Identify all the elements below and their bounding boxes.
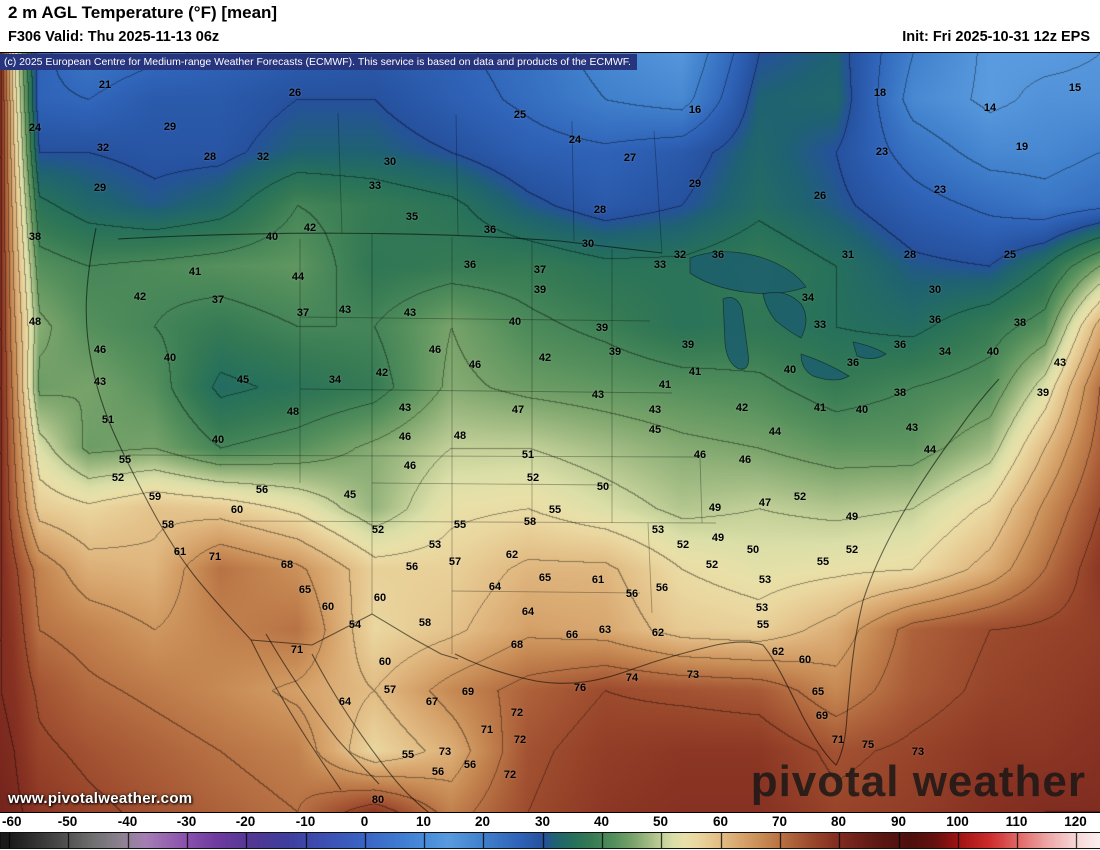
init-time-label: Init: Fri 2025-10-31 12z EPS — [902, 29, 1090, 45]
colorbar-tick-label: 10 — [415, 814, 432, 829]
colorbar-tick-label: -50 — [57, 814, 78, 829]
colorbar-tick-label: 0 — [360, 814, 369, 829]
colorbar-tick-label: -10 — [295, 814, 316, 829]
colorbar-tick-label: 40 — [593, 814, 610, 829]
brand-watermark: pivotal weather — [750, 757, 1086, 806]
colorbar-tick-label: 110 — [1005, 814, 1028, 829]
state-borders — [127, 112, 717, 654]
colorbar-tick-label: 30 — [534, 814, 551, 829]
colorbar-canvas — [1, 833, 1100, 848]
colorbar-tick-label: 90 — [890, 814, 907, 829]
temperature-field-canvas — [0, 53, 1100, 812]
colorbar-tick-label: 80 — [830, 814, 847, 829]
colorbar-tick-label: 50 — [652, 814, 669, 829]
colorbar-tick-label: -20 — [235, 814, 256, 829]
borders-overlay — [85, 112, 1000, 812]
coastlines — [85, 227, 1000, 812]
colorbar-tick-label: -40 — [117, 814, 138, 829]
colorbar-tick-label: 20 — [474, 814, 491, 829]
temperature-map: (c) 2025 European Centre for Medium-rang… — [0, 52, 1100, 813]
valid-time-label: F306 Valid: Thu 2025-11-13 06z — [8, 29, 220, 45]
colorbar-tick-label: 70 — [771, 814, 788, 829]
colorbar-tick-label: -60 — [2, 814, 22, 829]
colorbar-tick-label: 120 — [1064, 814, 1087, 829]
colorbar-tick-label: -30 — [176, 814, 197, 829]
colorbar-strip — [0, 832, 1100, 849]
colorbar-ticks: -60 -50 -40 -30 -20 -10 0 10 20 30 40 50 60 70 80 90 100… — [0, 814, 1100, 831]
copyright-bar: (c) 2025 European Centre for Medium-rang… — [0, 54, 637, 70]
colorbar-tick-label: 60 — [712, 814, 729, 829]
watermark-url: www.pivotalweather.com — [8, 790, 193, 807]
colorbar-tick-label: 100 — [946, 814, 969, 829]
great-lakes — [689, 251, 887, 381]
page-title: 2 m AGL Temperature (°F) [mean] — [8, 3, 278, 22]
